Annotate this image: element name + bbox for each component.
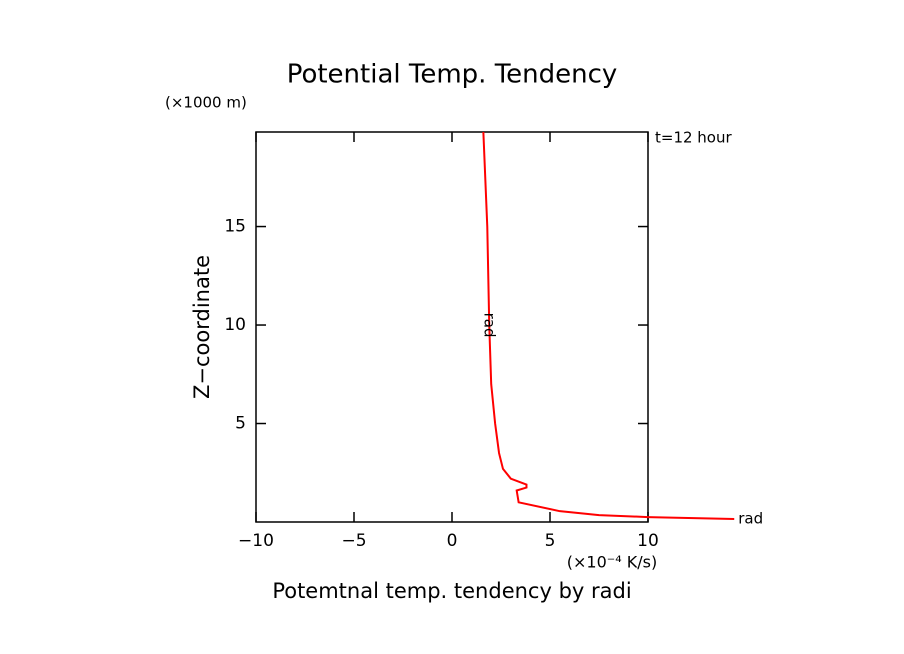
x-tick-label: 0 xyxy=(447,531,458,551)
y-axis-label: Z−coordinate xyxy=(190,255,214,399)
x-tick-label: 5 xyxy=(545,531,556,551)
series-label: rad xyxy=(481,313,499,338)
x-tick-label: −5 xyxy=(341,531,366,551)
y-tick-label: 5 xyxy=(235,414,246,434)
y-tick-label: 15 xyxy=(224,217,246,237)
y-tick-label: 10 xyxy=(224,315,246,335)
chart-title: Potential Temp. Tendency xyxy=(287,60,618,90)
annotation: t=12 hour xyxy=(655,129,732,147)
x-axis-label: Potemtnal temp. tendency by radi xyxy=(272,579,631,603)
x-tick-label: −10 xyxy=(238,531,274,551)
series-label: rad xyxy=(738,510,763,528)
x-unit: (×10⁻⁴ K/s) xyxy=(567,553,657,572)
y-unit: (×1000 m) xyxy=(165,94,247,112)
x-tick-label: 10 xyxy=(637,531,659,551)
plot-frame xyxy=(255,131,649,523)
line-series xyxy=(482,131,735,521)
